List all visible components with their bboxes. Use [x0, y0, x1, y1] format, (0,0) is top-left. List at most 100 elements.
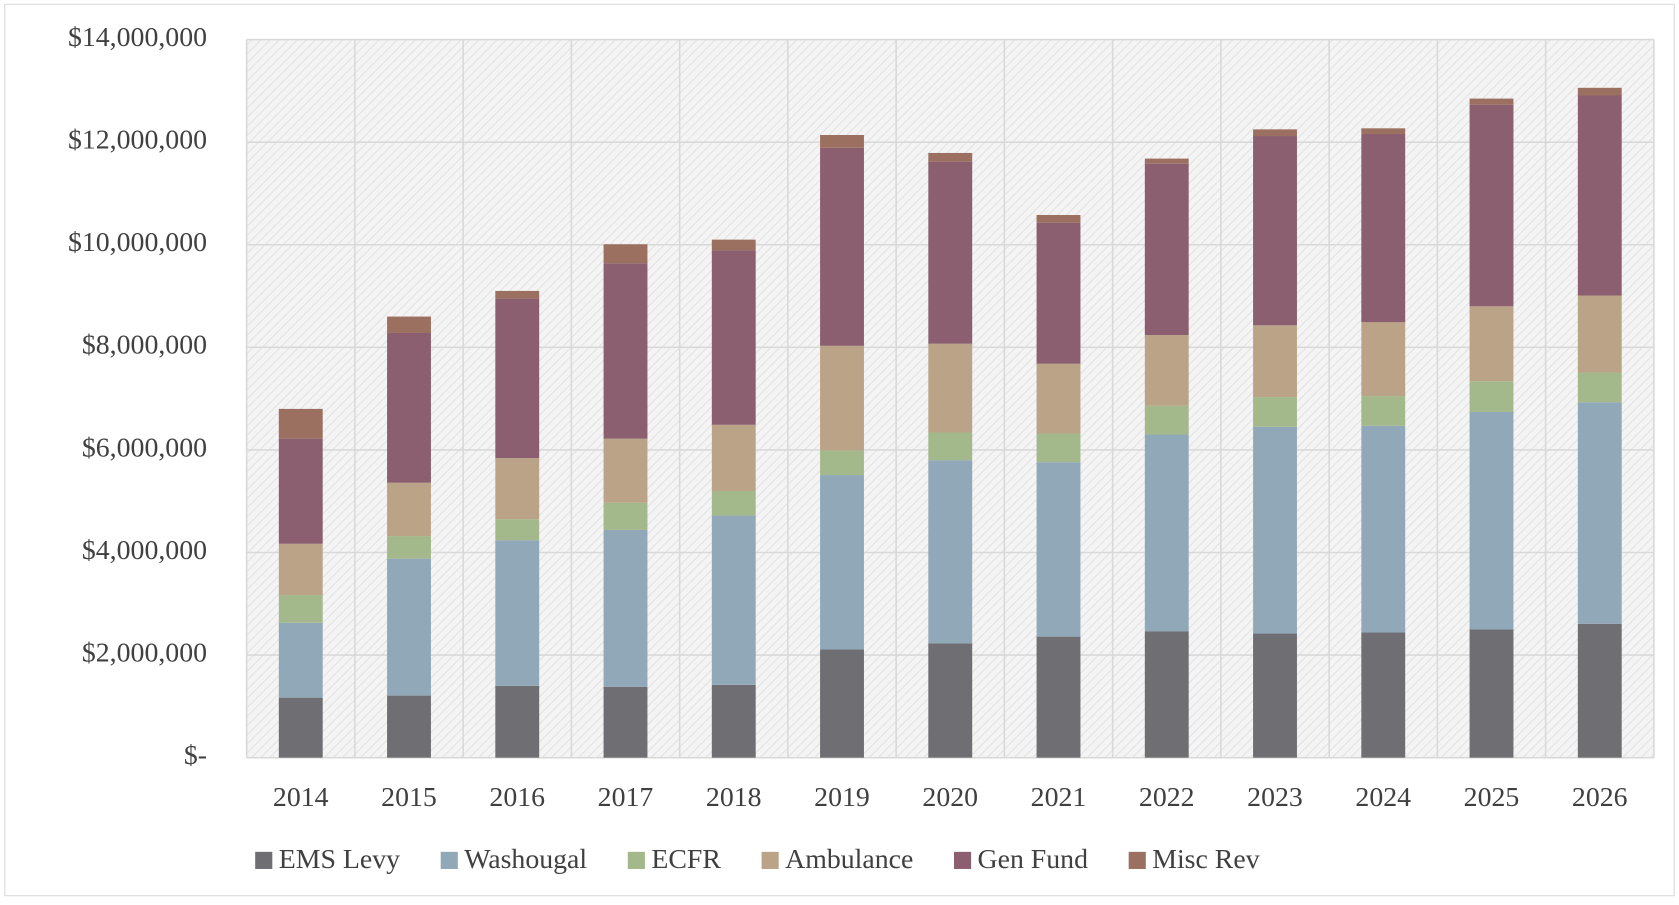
bar-segment [1361, 128, 1406, 134]
bar-segment [1469, 98, 1514, 105]
legend-swatch [953, 851, 972, 869]
legend-label: Gen Fund [978, 844, 1089, 875]
bar-segment [1361, 322, 1406, 397]
bar-segment [387, 482, 431, 537]
bar-segment [495, 458, 540, 520]
y-tick-label: $10,000,000 [68, 227, 207, 258]
bar-segment [711, 515, 756, 685]
bar-segment [278, 697, 323, 758]
bar-segment [1036, 222, 1081, 364]
bar-segment [1036, 215, 1081, 223]
bar-segment [711, 684, 756, 758]
legend-swatch [627, 851, 645, 869]
x-tick-label: 2025 [1464, 782, 1520, 813]
bar-segment [820, 147, 864, 346]
legend-swatch [761, 851, 779, 869]
bar-segment [1253, 325, 1297, 398]
legend-swatch [255, 851, 273, 869]
bar-segment [1577, 623, 1622, 758]
bar-segment [1144, 335, 1189, 406]
bar-segment [1253, 129, 1297, 137]
legend-swatch [1128, 851, 1146, 869]
bar-segment [1577, 295, 1622, 373]
x-tick-label: 2020 [922, 782, 978, 813]
bar-segment [1144, 434, 1189, 632]
bar-segment [711, 490, 756, 516]
bar-segment [711, 250, 756, 425]
y-tick-label: $4,000,000 [82, 535, 207, 566]
bar-segment [1144, 158, 1189, 164]
legend-label: Ambulance [785, 844, 913, 875]
bar-segment [928, 152, 973, 162]
bar-segment [928, 432, 973, 461]
bar-segment [603, 686, 648, 758]
bar-segment [1036, 433, 1081, 463]
bar-segment [603, 502, 648, 530]
x-tick-label: 2018 [706, 782, 762, 813]
x-tick-label: 2014 [273, 782, 329, 813]
bar-segment [1036, 363, 1081, 434]
bar-segment [387, 316, 431, 333]
bar-segment [603, 529, 648, 687]
x-tick-label: 2026 [1572, 782, 1628, 813]
bar-segment [1361, 396, 1406, 426]
bar-segment [1577, 372, 1622, 403]
bar-segment [603, 438, 648, 503]
bar-segment [1469, 411, 1514, 630]
y-tick-label: $8,000,000 [82, 330, 207, 361]
legend-label: Washougal [464, 844, 587, 875]
bar-segment [387, 536, 431, 559]
bar-segment [495, 540, 540, 686]
bar-segment [495, 298, 540, 459]
y-tick-label: $2,000,000 [82, 637, 207, 668]
bar-segment [495, 685, 540, 758]
x-tick-label: 2019 [814, 782, 870, 813]
bar-segment [928, 643, 973, 758]
bar-segment [820, 475, 864, 650]
bar-segment [820, 649, 864, 758]
x-tick-label: 2015 [381, 782, 437, 813]
bar-segment [1253, 426, 1297, 634]
bar-segment [387, 558, 431, 696]
bar-segment [1469, 629, 1514, 758]
bar-segment [603, 244, 648, 264]
bar-segment [1144, 631, 1189, 758]
bar-segment [711, 239, 756, 251]
bar-segment [387, 695, 431, 758]
bar-segment [1577, 87, 1622, 96]
bar-segment [820, 450, 864, 476]
y-tick-label: $- [184, 740, 207, 771]
bar-segment [1361, 133, 1406, 323]
bar-segment [1469, 306, 1514, 382]
bar-segment [278, 595, 323, 623]
bar-segment [1144, 163, 1189, 336]
bar-segment [278, 543, 323, 596]
bar-segment [1577, 95, 1622, 296]
bar-segment [1253, 633, 1297, 758]
bar-segment [495, 290, 540, 299]
x-tick-label: 2016 [489, 782, 545, 813]
legend-label: EMS Levy [279, 844, 400, 875]
bar-segment [278, 622, 323, 698]
bar-segment [278, 408, 323, 439]
y-tick-label: $12,000,000 [68, 125, 207, 156]
bar-segment [495, 519, 540, 541]
y-tick-label: $6,000,000 [82, 432, 207, 463]
bar-segment [1361, 425, 1406, 633]
legend-label: ECFR [651, 844, 721, 875]
legend-label: Misc Rev [1152, 844, 1259, 875]
x-tick-label: 2017 [598, 782, 654, 813]
bar-segment [820, 134, 864, 148]
bar-segment [1253, 397, 1297, 427]
bar-segment [1144, 405, 1189, 435]
bar-segment [711, 424, 756, 491]
bar-segment [928, 460, 973, 644]
bar-segment [1036, 636, 1081, 758]
bar-segment [1469, 381, 1514, 412]
bar-segment [1469, 104, 1514, 307]
bar-segment [278, 438, 323, 544]
bar-segment [603, 263, 648, 439]
x-tick-label: 2022 [1139, 782, 1195, 813]
bar-segment [928, 343, 973, 433]
